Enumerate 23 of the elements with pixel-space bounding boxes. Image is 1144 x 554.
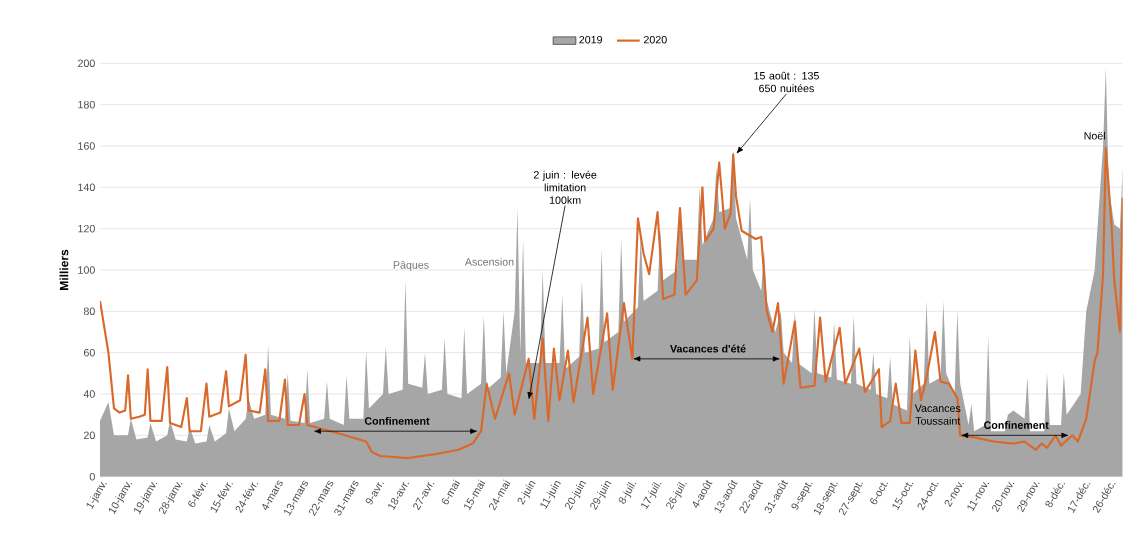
annotation: 15 août : 135 650 nuitées <box>754 71 819 93</box>
y-tick-label: 160 <box>78 142 95 150</box>
y-tick-label: 60 <box>83 348 95 357</box>
line-series <box>100 147 1123 460</box>
legend-label: 2020 <box>643 35 667 44</box>
y-axis-title: Milliers <box>59 249 69 290</box>
y-tick-label: 80 <box>83 307 95 316</box>
annotation: Noël <box>1084 131 1105 140</box>
y-tick-label: 20 <box>83 431 95 440</box>
y-tick-label: 100 <box>78 266 95 274</box>
y-tick-label: 120 <box>78 224 95 233</box>
y-tick-label: 40 <box>83 390 95 398</box>
y-tick-label: 180 <box>78 100 95 109</box>
annotation: 2 juin : levée limitation 100km <box>533 170 597 204</box>
annotation: Ascension <box>464 257 514 266</box>
annotation: Vacances d'été <box>670 344 746 353</box>
y-tick-label: 0 <box>89 472 95 481</box>
y-tick-label: 200 <box>78 59 95 68</box>
annotation: Pâques <box>393 260 429 271</box>
annotation: Confinement <box>984 421 1049 429</box>
y-tick-label: 140 <box>78 183 95 192</box>
annotation: Confinement <box>364 416 430 425</box>
legend-label: 2019 <box>579 35 603 44</box>
